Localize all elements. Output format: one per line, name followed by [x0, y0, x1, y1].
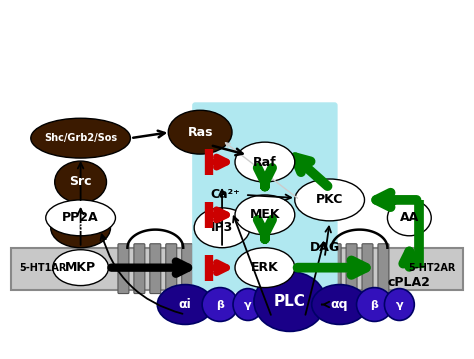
Text: γ: γ: [244, 299, 252, 309]
FancyBboxPatch shape: [346, 244, 357, 294]
FancyBboxPatch shape: [134, 244, 145, 294]
Ellipse shape: [387, 200, 431, 236]
Text: γ: γ: [396, 299, 403, 309]
Text: MEK: MEK: [250, 208, 280, 222]
FancyBboxPatch shape: [150, 244, 161, 294]
Text: DAG: DAG: [310, 241, 340, 254]
Ellipse shape: [53, 250, 109, 286]
Text: αq: αq: [331, 298, 348, 311]
FancyBboxPatch shape: [362, 244, 373, 294]
Ellipse shape: [235, 142, 295, 182]
Text: Shc/Grb2/Sos: Shc/Grb2/Sos: [44, 133, 117, 143]
Ellipse shape: [168, 110, 232, 154]
Ellipse shape: [356, 288, 392, 321]
Text: Raf: Raf: [253, 155, 277, 169]
Ellipse shape: [235, 248, 295, 288]
Ellipse shape: [384, 289, 414, 321]
Ellipse shape: [31, 118, 130, 158]
FancyBboxPatch shape: [11, 248, 463, 290]
FancyBboxPatch shape: [166, 244, 177, 294]
Text: PKC: PKC: [316, 194, 343, 206]
FancyBboxPatch shape: [330, 244, 341, 294]
Text: Src: Src: [69, 176, 92, 188]
Text: β: β: [216, 299, 224, 309]
Text: PP2A: PP2A: [62, 211, 99, 224]
Text: PI3K: PI3K: [66, 223, 95, 233]
Ellipse shape: [55, 161, 107, 203]
Ellipse shape: [51, 208, 110, 248]
Ellipse shape: [233, 289, 263, 321]
Text: 5-HT2AR: 5-HT2AR: [408, 263, 455, 272]
Ellipse shape: [157, 285, 213, 325]
FancyBboxPatch shape: [182, 244, 192, 294]
Text: αi: αi: [179, 298, 191, 311]
Text: MKP: MKP: [65, 261, 96, 274]
FancyBboxPatch shape: [192, 102, 337, 293]
Text: Ca²⁺: Ca²⁺: [210, 188, 240, 201]
FancyBboxPatch shape: [378, 244, 389, 294]
Ellipse shape: [46, 200, 116, 236]
Text: 5-HT1AR: 5-HT1AR: [19, 263, 66, 272]
Ellipse shape: [295, 179, 365, 221]
Text: cPLA2: cPLA2: [388, 276, 431, 289]
Text: IP3: IP3: [211, 221, 233, 234]
Text: AA: AA: [400, 211, 419, 224]
Text: β: β: [371, 299, 378, 309]
Ellipse shape: [312, 285, 367, 325]
FancyBboxPatch shape: [118, 244, 129, 294]
Ellipse shape: [254, 272, 326, 331]
Text: PLC: PLC: [274, 294, 306, 309]
Text: Ras: Ras: [187, 126, 213, 139]
Ellipse shape: [194, 208, 250, 248]
Text: ERK: ERK: [251, 261, 279, 274]
Ellipse shape: [235, 195, 295, 235]
Ellipse shape: [202, 288, 238, 321]
